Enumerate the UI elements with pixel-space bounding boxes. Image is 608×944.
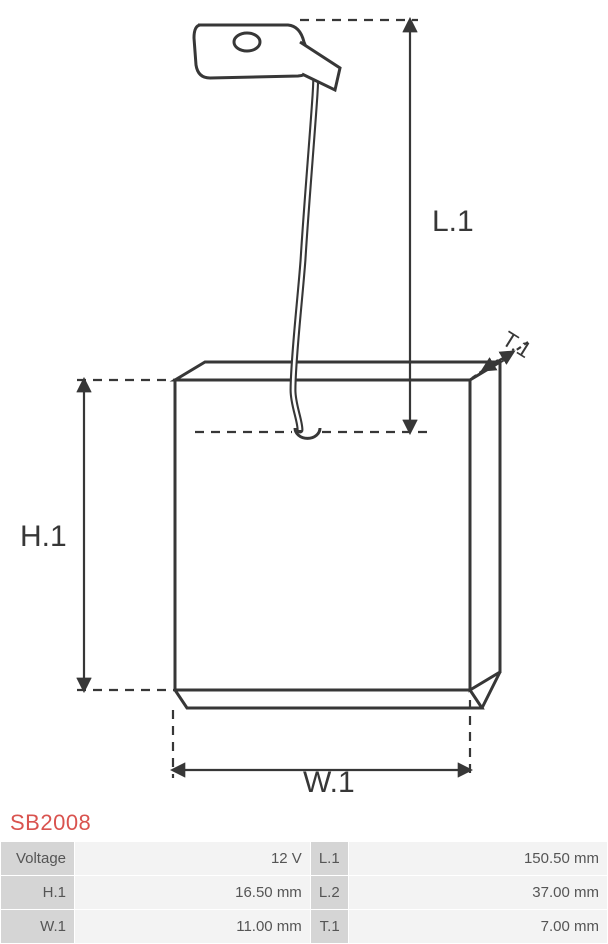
value-W1: 11.00 mm xyxy=(75,910,311,944)
value-L1: 150.50 mm xyxy=(348,842,607,876)
value-H1: 16.50 mm xyxy=(75,876,311,910)
label-voltage: Voltage xyxy=(1,842,75,876)
value-L2: 37.00 mm xyxy=(348,876,607,910)
label-H1: H.1 xyxy=(20,520,67,554)
label-W1-cell: W.1 xyxy=(1,910,75,944)
product-code: SB2008 xyxy=(0,810,608,841)
spec-table: Voltage 12 V L.1 150.50 mm H.1 16.50 mm … xyxy=(0,841,608,944)
label-L1-cell: L.1 xyxy=(310,842,348,876)
table-row: H.1 16.50 mm L.2 37.00 mm xyxy=(1,876,608,910)
table-row: Voltage 12 V L.1 150.50 mm xyxy=(1,842,608,876)
label-W1: W.1 xyxy=(303,766,355,800)
technical-diagram: L.1 H.1 W.1 T.1 xyxy=(0,0,608,810)
label-L1: L.1 xyxy=(432,205,474,239)
label-L2-cell: L.2 xyxy=(310,876,348,910)
label-H1-cell: H.1 xyxy=(1,876,75,910)
value-voltage: 12 V xyxy=(75,842,311,876)
label-T1-cell: T.1 xyxy=(310,910,348,944)
table-row: W.1 11.00 mm T.1 7.00 mm xyxy=(1,910,608,944)
value-T1: 7.00 mm xyxy=(348,910,607,944)
